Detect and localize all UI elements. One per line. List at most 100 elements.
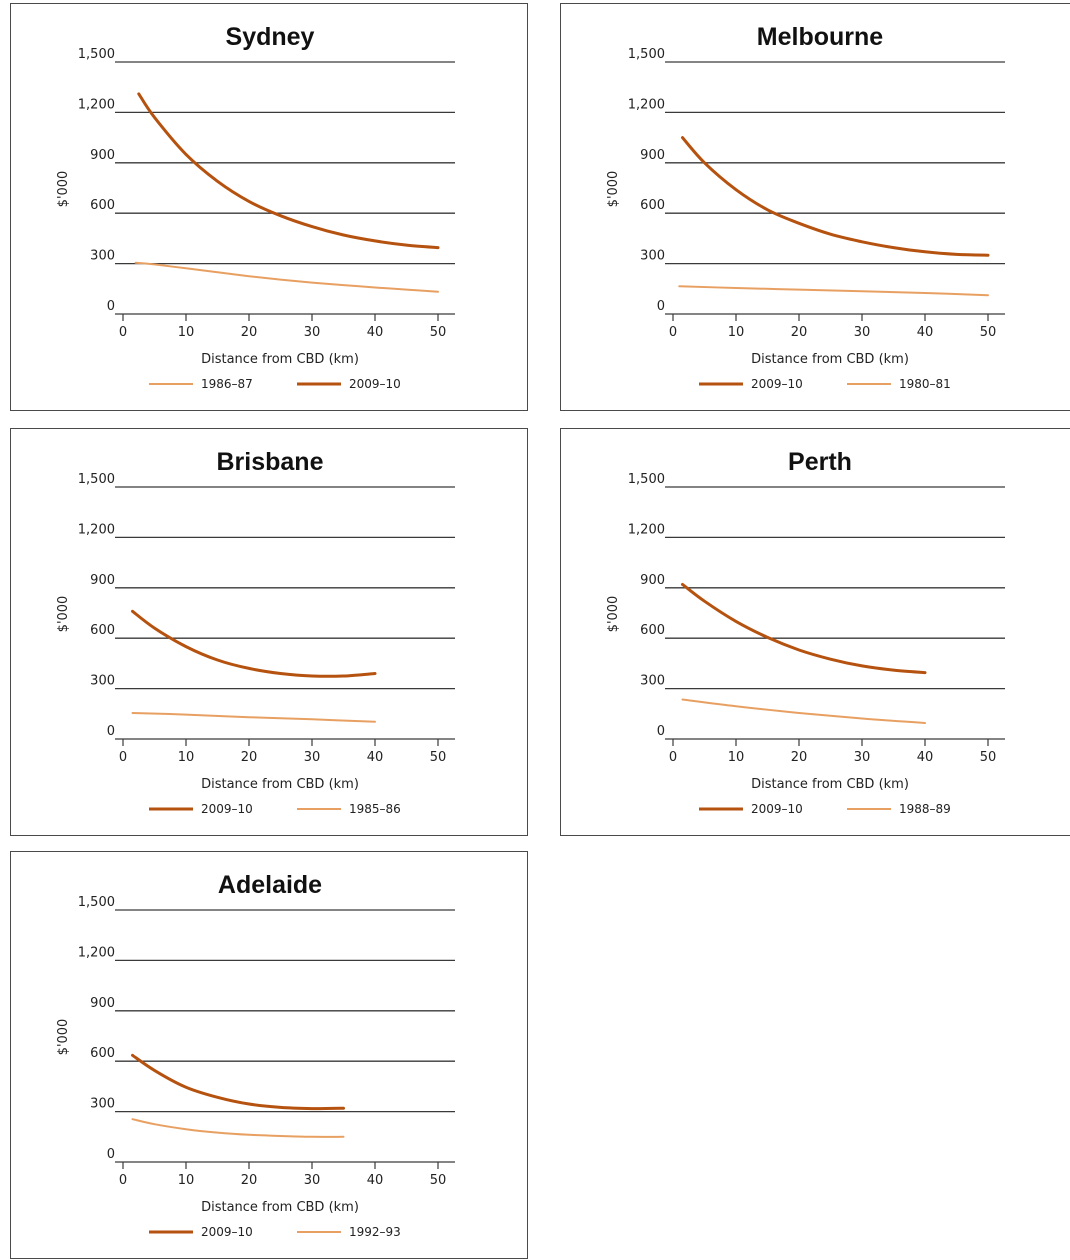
- y-tick-label: 900: [90, 996, 115, 1011]
- x-tick-label: 20: [241, 325, 258, 340]
- y-tick-label: 1,500: [78, 47, 115, 62]
- chart-panel-melbourne: Melbourne 0 300 600 900 1,200 1,500 0 10 20 30 40 50…: [560, 3, 1070, 411]
- y-tick-label: 1,500: [628, 472, 665, 487]
- y-tick-label: 900: [90, 573, 115, 588]
- y-tick-label: 600: [90, 1046, 115, 1061]
- x-tick-label: 10: [728, 750, 745, 765]
- chart-svg: Adelaide 0 300 600 900 1,200 1,500 0 10 20 30 40 50 $…: [56, 871, 455, 1239]
- x-tick-label: 0: [669, 750, 677, 765]
- y-axis-label: $'000: [56, 171, 71, 208]
- x-tick-label: 40: [367, 325, 384, 340]
- y-tick-label: 1,200: [78, 945, 115, 960]
- x-axis-label: Distance from CBD (km): [751, 777, 909, 792]
- y-tick-label: 1,500: [78, 472, 115, 487]
- x-tick-label: 50: [430, 325, 447, 340]
- y-tick-label: 300: [90, 249, 115, 264]
- y-tick-label: 600: [640, 198, 665, 213]
- legend-label: 1980–81: [899, 377, 951, 391]
- x-tick-label: 10: [178, 750, 195, 765]
- y-axis-label: $'000: [606, 596, 621, 633]
- x-tick-label: 50: [980, 750, 997, 765]
- x-tick-label: 10: [178, 325, 195, 340]
- x-tick-label: 40: [367, 750, 384, 765]
- y-tick-label: 1,500: [78, 895, 115, 910]
- x-axis-label: Distance from CBD (km): [201, 777, 359, 792]
- y-tick-label: 300: [90, 674, 115, 689]
- y-tick-label: 1,200: [628, 522, 665, 537]
- series-line-dark: [681, 136, 990, 257]
- chart-title: Melbourne: [757, 23, 883, 51]
- legend-label: 2009–10: [751, 377, 803, 391]
- series-line-light: [134, 261, 439, 293]
- y-tick-label: 1,200: [78, 522, 115, 537]
- x-tick-label: 50: [430, 750, 447, 765]
- x-tick-label: 10: [178, 1173, 195, 1188]
- legend-label: 1988–89: [899, 802, 951, 816]
- legend-label: 2009–10: [201, 1225, 253, 1239]
- x-tick-label: 20: [791, 750, 808, 765]
- chart-svg: Brisbane 0 300 600 900 1,200 1,500 0 10 20 30 40 50 $…: [56, 448, 455, 816]
- y-tick-label: 1,200: [628, 97, 665, 112]
- y-tick-label: 300: [640, 249, 665, 264]
- y-axis-label: $'000: [56, 1019, 71, 1056]
- y-tick-label: 600: [90, 623, 115, 638]
- y-tick-label: 900: [640, 148, 665, 163]
- x-tick-label: 30: [304, 1173, 321, 1188]
- y-tick-label: 0: [107, 1147, 115, 1162]
- x-axis-label: Distance from CBD (km): [751, 352, 909, 367]
- x-tick-label: 30: [304, 325, 321, 340]
- y-tick-label: 900: [640, 573, 665, 588]
- x-tick-label: 30: [304, 750, 321, 765]
- y-tick-label: 1,200: [78, 97, 115, 112]
- y-tick-label: 600: [90, 198, 115, 213]
- chart-svg: Melbourne 0 300 600 900 1,200 1,500 0 10 20 30 40 50…: [606, 23, 1005, 391]
- y-tick-label: 0: [107, 299, 115, 314]
- x-tick-label: 40: [917, 325, 934, 340]
- y-axis-label: $'000: [56, 596, 71, 633]
- x-tick-label: 40: [367, 1173, 384, 1188]
- x-tick-label: 30: [854, 325, 871, 340]
- legend-label: 2009–10: [349, 377, 401, 391]
- x-tick-label: 20: [241, 750, 258, 765]
- series-line-light: [678, 285, 989, 297]
- series-line-light: [131, 712, 376, 723]
- x-tick-label: 40: [917, 750, 934, 765]
- legend-label: 2009–10: [751, 802, 803, 816]
- x-tick-label: 0: [669, 325, 677, 340]
- chart-title: Perth: [788, 448, 852, 476]
- x-tick-label: 50: [980, 325, 997, 340]
- chart-svg: Sydney 0 300 600 900 1,200 1,500 0 10 20 30 40 50 $'0…: [56, 23, 455, 391]
- chart-title: Adelaide: [218, 871, 322, 899]
- chart-panel-sydney: Sydney 0 300 600 900 1,200 1,500 0 10 20 30 40 50 $'0…: [10, 3, 528, 411]
- series-line-dark: [137, 92, 440, 250]
- x-tick-label: 20: [241, 1173, 258, 1188]
- y-tick-label: 300: [90, 1097, 115, 1112]
- y-axis-label: $'000: [606, 171, 621, 208]
- legend-label: 1986–87: [201, 377, 253, 391]
- chart-panel-adelaide: Adelaide 0 300 600 900 1,200 1,500 0 10 20 30 40 50 $…: [10, 851, 528, 1259]
- y-tick-label: 0: [107, 724, 115, 739]
- y-tick-label: 0: [657, 299, 665, 314]
- legend-label: 1992–93: [349, 1225, 401, 1239]
- x-tick-label: 20: [791, 325, 808, 340]
- x-tick-label: 30: [854, 750, 871, 765]
- legend-label: 1985–86: [349, 802, 401, 816]
- chart-svg: Perth 0 300 600 900 1,200 1,500 0 10 20 30 40 50 $'00…: [606, 448, 1005, 816]
- series-line-dark: [131, 609, 377, 678]
- x-axis-label: Distance from CBD (km): [201, 1200, 359, 1215]
- x-tick-label: 10: [728, 325, 745, 340]
- series-line-light: [681, 698, 926, 724]
- y-tick-label: 600: [640, 623, 665, 638]
- y-tick-label: 0: [657, 724, 665, 739]
- y-tick-label: 900: [90, 148, 115, 163]
- series-line-light: [131, 1118, 345, 1138]
- series-line-dark: [131, 1053, 345, 1111]
- x-tick-label: 0: [119, 750, 127, 765]
- chart-title: Sydney: [226, 23, 315, 51]
- x-tick-label: 50: [430, 1173, 447, 1188]
- y-tick-label: 300: [640, 674, 665, 689]
- x-axis-label: Distance from CBD (km): [201, 352, 359, 367]
- series-line-dark: [681, 582, 927, 675]
- chart-panel-perth: Perth 0 300 600 900 1,200 1,500 0 10 20 30 40 50 $'00…: [560, 428, 1070, 836]
- y-tick-label: 1,500: [628, 47, 665, 62]
